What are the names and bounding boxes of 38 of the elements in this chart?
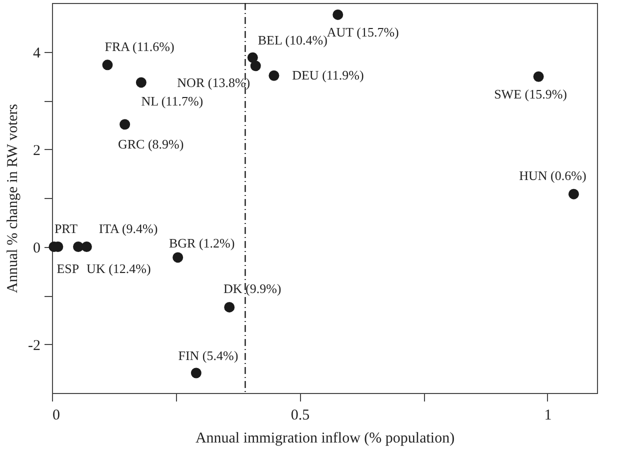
x-tick-label: 0 [52, 408, 60, 424]
annotation: UK (12.4%) [86, 260, 151, 276]
y-tick-label: 4 [33, 45, 41, 62]
point [120, 119, 130, 130]
annotation: FIN (5.4%) [178, 348, 238, 364]
point [332, 9, 344, 20]
y-axis-title: Annual % change in RW voters [5, 104, 22, 294]
annotation: DK (9.9%) [223, 281, 282, 296]
annotation: BGR (1.2%) [168, 235, 235, 250]
annotation: ITA (9.4%) [98, 220, 158, 236]
annotation: DEU (11.9%) [292, 68, 364, 83]
annotation: GRC (8.9%) [118, 136, 184, 152]
annotation: BEL (10.4%) [258, 32, 328, 48]
point [190, 368, 202, 378]
annotation: PRT [54, 220, 78, 236]
y-tick-label: -2 [28, 338, 40, 354]
point [136, 77, 146, 88]
x-axis-title: Annual immigration inflow (% population) [195, 430, 455, 446]
annotation: SWE (15.9%) [494, 86, 568, 102]
point [533, 71, 544, 82]
annotation: HUN (0.6%) [519, 168, 586, 184]
annotation: NOR (13.8%) [177, 74, 250, 90]
x-tick-label: 1 [544, 408, 552, 424]
point [247, 52, 258, 63]
point [250, 60, 261, 72]
point [568, 188, 579, 200]
point [81, 242, 92, 252]
point [268, 70, 280, 81]
point [102, 60, 113, 70]
x-tick-label: 0.5 [290, 408, 310, 424]
annotation: NL (11.7%) [141, 93, 204, 108]
y-tick-label: 2 [33, 142, 40, 159]
annotation: FRA (11.6%) [104, 38, 174, 54]
point [224, 302, 235, 312]
annotation: AUT (15.7%) [326, 24, 399, 40]
point [172, 252, 184, 263]
y-tick-label: 0 [33, 240, 40, 256]
annotation: ESP [56, 260, 80, 276]
